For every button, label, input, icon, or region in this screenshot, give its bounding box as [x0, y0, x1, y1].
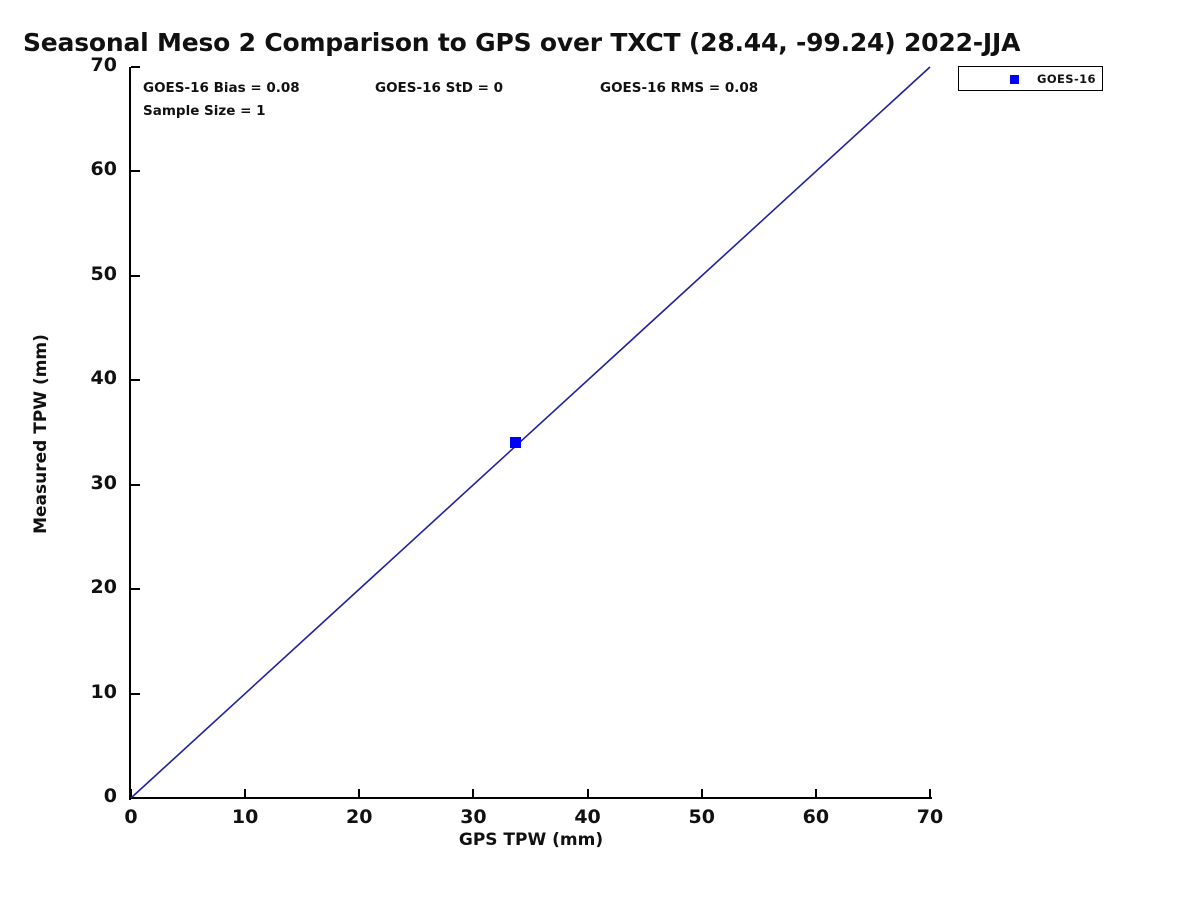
- x-tick-10: [244, 789, 247, 798]
- y-tick-label-50: 50: [90, 262, 117, 285]
- y-tick-label-60: 60: [90, 158, 117, 181]
- y-tick-label-10: 10: [90, 680, 117, 703]
- legend[interactable]: GOES-16: [958, 66, 1103, 91]
- x-tick-label-0: 0: [124, 806, 138, 828]
- x-tick-label-10: 10: [231, 806, 259, 828]
- legend-label-goes-16: GOES-16: [1037, 72, 1096, 86]
- x-tick-label-40: 40: [574, 806, 601, 828]
- x-tick-0: [130, 789, 132, 798]
- y-tick-0: [131, 797, 140, 799]
- x-tick-70: [929, 789, 931, 798]
- x-tick-30: [472, 789, 475, 798]
- annotation-bias: GOES-16 Bias = 0.08: [143, 80, 300, 96]
- y-tick-label-0: 0: [103, 785, 117, 807]
- x-tick-label-70: 70: [916, 806, 944, 828]
- x-tick-60: [814, 789, 817, 798]
- y-tick-50: [131, 274, 140, 277]
- x-tick-label-60: 60: [802, 806, 830, 828]
- x-tick-label-50: 50: [688, 806, 715, 828]
- x-tick-20: [358, 789, 361, 798]
- x-tick-label-30: 30: [460, 806, 487, 828]
- x-tick-50: [700, 789, 703, 798]
- y-tick-70: [131, 66, 140, 68]
- y-tick-40: [131, 379, 140, 382]
- x-tick-40: [586, 789, 589, 798]
- legend-marker-goes-16: [1010, 75, 1019, 84]
- y-tick-label-20: 20: [90, 576, 117, 599]
- y-tick-10: [131, 692, 140, 695]
- y-tick-30: [131, 483, 140, 486]
- y-tick-label-70: 70: [90, 54, 117, 76]
- annotation-rms: GOES-16 RMS = 0.08: [600, 80, 759, 96]
- y-tick-label-30: 30: [90, 471, 117, 494]
- x-axis-spine: [129, 797, 932, 799]
- annotation-std: GOES-16 StD = 0: [375, 80, 504, 96]
- one-to-one-reference-line: [130, 66, 931, 799]
- x-axis-label: GPS TPW (mm): [458, 830, 604, 850]
- x-tick-label-20: 20: [346, 806, 373, 828]
- annotation-sample-size: Sample Size = 1: [143, 103, 266, 119]
- data-point-goes-16: [510, 437, 522, 449]
- page-title: Seasonal Meso 2 Comparison to GPS over T…: [23, 28, 1021, 57]
- y-tick-60: [131, 170, 140, 173]
- y-tick-20: [131, 588, 140, 591]
- y-tick-label-40: 40: [90, 367, 117, 390]
- y-axis-spine: [129, 67, 131, 800]
